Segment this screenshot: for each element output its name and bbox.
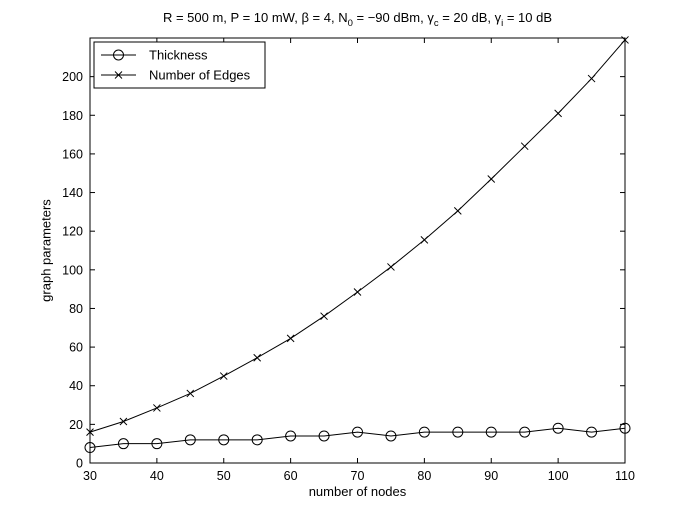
data-point — [117, 438, 129, 450]
data-point — [552, 422, 564, 434]
data-point — [619, 422, 631, 434]
x-tick-label: 30 — [83, 469, 97, 483]
plot-frame — [89, 37, 626, 464]
legend-label: Thickness — [149, 48, 208, 63]
legend-label: Number of Edges — [149, 68, 251, 83]
series-line — [89, 427, 626, 449]
data-point — [219, 372, 228, 380]
data-point — [84, 442, 96, 454]
data-point — [621, 36, 629, 44]
x-marker-stroke — [453, 207, 462, 215]
title-segment: = 20 dB, γ — [439, 10, 502, 25]
x-marker-stroke — [387, 263, 395, 271]
y-tick-label: 80 — [69, 302, 83, 316]
data-point — [420, 236, 429, 244]
legend-marker — [114, 71, 123, 79]
x-marker-stroke — [320, 312, 328, 321]
x-marker-stroke — [420, 236, 429, 244]
x-marker-stroke — [621, 36, 629, 44]
data-point — [251, 434, 263, 446]
x-tick-label: 90 — [484, 469, 498, 483]
title-segment: R = 500 m, P = 10 mW, β = 4, N — [163, 10, 348, 25]
series-thickness — [84, 422, 631, 454]
data-point — [119, 417, 128, 426]
y-tick-label: 120 — [62, 225, 83, 239]
data-point — [285, 430, 297, 442]
x-marker-stroke — [554, 109, 562, 118]
series-group — [84, 36, 631, 454]
data-point — [218, 434, 230, 446]
x-marker-stroke — [587, 74, 596, 83]
data-point — [86, 428, 94, 436]
title-subscript: i — [501, 18, 503, 29]
data-point — [353, 288, 362, 296]
title-segment: = −90 dBm, γ — [353, 10, 434, 25]
x-marker-stroke — [153, 404, 161, 412]
x-marker-stroke — [186, 389, 195, 398]
data-point — [485, 426, 497, 438]
x-marker-stroke — [353, 288, 362, 296]
data-point — [318, 430, 330, 442]
data-point — [587, 74, 596, 83]
y-tick-label: 140 — [62, 186, 83, 200]
data-point — [286, 334, 295, 343]
x-marker-stroke — [520, 142, 529, 151]
title-subscript: 0 — [348, 18, 353, 29]
data-point — [418, 426, 430, 438]
x-marker-stroke — [119, 417, 128, 426]
x-tick-label: 70 — [351, 469, 365, 483]
data-point — [487, 175, 496, 183]
x-tick-label: 100 — [548, 469, 569, 483]
data-point — [184, 434, 196, 446]
data-point — [320, 312, 328, 321]
x-marker-stroke — [286, 334, 295, 343]
x-marker-stroke — [253, 353, 262, 362]
legend: Thickness Number of Edges — [93, 41, 266, 89]
data-point — [151, 438, 163, 450]
data-point — [352, 426, 363, 438]
data-point — [452, 426, 464, 438]
x-marker-stroke — [114, 71, 123, 79]
x-marker-stroke — [487, 175, 496, 183]
chart-title: R = 500 m, P = 10 mW, β = 4, N0 = −90 dB… — [163, 10, 552, 29]
legend-marker — [113, 49, 124, 61]
y-tick-label: 40 — [69, 379, 83, 393]
series-number-of-edges — [86, 36, 629, 436]
title-segment: = 10 dB — [503, 10, 552, 25]
data-point — [519, 426, 531, 438]
data-point — [186, 389, 195, 398]
y-tick-label: 100 — [62, 263, 83, 277]
x-marker-stroke — [219, 372, 228, 380]
title-subscript: c — [434, 18, 439, 29]
x-tick-label: 50 — [217, 469, 231, 483]
data-point — [387, 263, 395, 271]
x-tick-label: 40 — [150, 469, 164, 483]
data-point — [520, 142, 529, 151]
y-tick-label: 160 — [62, 147, 83, 161]
y-tick-label: 20 — [69, 418, 83, 432]
x-tick-label: 60 — [284, 469, 298, 483]
data-point — [586, 426, 598, 438]
x-tick-label: 110 — [615, 469, 635, 483]
data-point — [253, 353, 262, 362]
data-point — [153, 404, 161, 412]
x-marker-stroke — [86, 428, 94, 436]
y-tick-label: 180 — [62, 109, 83, 123]
y-tick-label: 60 — [69, 341, 83, 355]
chart-title-text: R = 500 m, P = 10 mW, β = 4, N0 = −90 dB… — [163, 10, 552, 29]
data-point — [453, 207, 462, 215]
legend-box — [93, 41, 266, 89]
y-tick-label: 200 — [62, 70, 83, 84]
data-point — [554, 109, 562, 118]
y-axis-label: graph parameters — [39, 199, 54, 302]
data-point — [385, 430, 397, 442]
y-tick-label: 0 — [76, 457, 83, 471]
x-tick-label: 80 — [417, 469, 431, 483]
axis-ticks: 30 40 50 60 70 80 90 100 110 0 20 40 60 80 100 120 140 16… — [62, 38, 635, 483]
x-axis-label: number of nodes — [309, 484, 407, 499]
